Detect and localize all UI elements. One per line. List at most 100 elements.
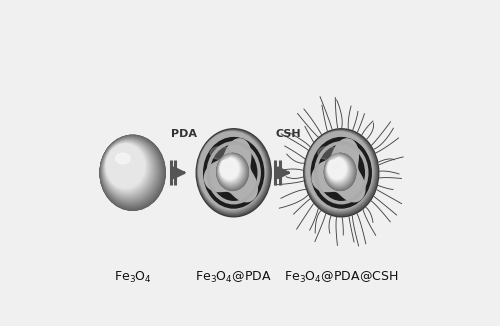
Ellipse shape (306, 131, 374, 212)
Ellipse shape (105, 142, 150, 194)
Ellipse shape (327, 156, 349, 183)
Text: Fe$_3$O$_4$: Fe$_3$O$_4$ (114, 270, 152, 285)
Ellipse shape (100, 136, 164, 209)
Ellipse shape (219, 156, 243, 184)
Ellipse shape (220, 156, 242, 183)
Ellipse shape (220, 158, 239, 180)
Ellipse shape (198, 131, 268, 214)
Ellipse shape (101, 136, 163, 208)
Ellipse shape (198, 131, 268, 213)
Ellipse shape (220, 157, 242, 183)
Ellipse shape (220, 157, 241, 182)
Ellipse shape (220, 157, 240, 181)
Ellipse shape (327, 157, 348, 182)
Ellipse shape (106, 143, 146, 190)
Ellipse shape (328, 158, 347, 180)
Ellipse shape (328, 158, 346, 179)
Ellipse shape (106, 143, 146, 190)
Ellipse shape (106, 143, 147, 191)
Ellipse shape (307, 132, 372, 209)
Ellipse shape (306, 131, 376, 214)
Ellipse shape (220, 158, 240, 180)
Ellipse shape (312, 138, 372, 208)
Ellipse shape (104, 141, 153, 197)
Text: Fe$_3$O$_4$@PDA: Fe$_3$O$_4$@PDA (195, 270, 272, 285)
Ellipse shape (328, 157, 348, 182)
Ellipse shape (103, 139, 156, 201)
Ellipse shape (325, 154, 354, 189)
Ellipse shape (198, 130, 270, 215)
Ellipse shape (306, 130, 376, 214)
Ellipse shape (116, 153, 130, 164)
Ellipse shape (104, 142, 150, 194)
Ellipse shape (102, 137, 162, 206)
Ellipse shape (198, 131, 268, 213)
Ellipse shape (102, 138, 160, 204)
Ellipse shape (104, 141, 152, 196)
Ellipse shape (326, 156, 350, 184)
Ellipse shape (306, 132, 372, 209)
Ellipse shape (220, 157, 240, 181)
Ellipse shape (219, 156, 243, 185)
Ellipse shape (100, 135, 165, 210)
Ellipse shape (106, 143, 148, 191)
Ellipse shape (105, 142, 150, 194)
Ellipse shape (220, 157, 241, 182)
Ellipse shape (198, 131, 266, 212)
Ellipse shape (198, 131, 267, 212)
Ellipse shape (103, 140, 156, 200)
Ellipse shape (326, 156, 351, 185)
Ellipse shape (218, 155, 245, 187)
Ellipse shape (326, 155, 352, 186)
Ellipse shape (326, 156, 350, 184)
Ellipse shape (326, 156, 351, 185)
Ellipse shape (106, 144, 145, 189)
Ellipse shape (102, 139, 157, 201)
Ellipse shape (218, 155, 246, 188)
Ellipse shape (198, 131, 267, 212)
Ellipse shape (306, 132, 373, 210)
Ellipse shape (326, 156, 352, 186)
Ellipse shape (106, 144, 144, 188)
Ellipse shape (106, 144, 146, 189)
Ellipse shape (199, 132, 265, 209)
Ellipse shape (328, 157, 347, 181)
Ellipse shape (328, 158, 346, 179)
Ellipse shape (218, 154, 247, 189)
Ellipse shape (100, 136, 164, 208)
Ellipse shape (326, 155, 352, 187)
Ellipse shape (106, 144, 146, 189)
Ellipse shape (324, 154, 356, 190)
Ellipse shape (199, 132, 265, 210)
Ellipse shape (217, 154, 248, 189)
Ellipse shape (105, 142, 150, 193)
Ellipse shape (326, 155, 353, 187)
Polygon shape (312, 139, 365, 202)
Ellipse shape (220, 157, 242, 183)
Ellipse shape (102, 138, 160, 204)
Ellipse shape (102, 138, 158, 203)
Ellipse shape (328, 157, 348, 182)
Ellipse shape (199, 132, 264, 209)
Ellipse shape (326, 155, 352, 186)
Ellipse shape (198, 131, 268, 214)
Ellipse shape (327, 157, 348, 182)
Ellipse shape (104, 140, 154, 199)
Ellipse shape (198, 130, 270, 215)
Ellipse shape (306, 132, 374, 210)
Ellipse shape (198, 131, 266, 211)
Ellipse shape (305, 130, 378, 215)
Ellipse shape (326, 155, 353, 188)
Ellipse shape (327, 156, 350, 184)
Ellipse shape (103, 139, 156, 200)
Ellipse shape (305, 130, 376, 215)
Ellipse shape (328, 158, 346, 180)
Text: Fe$_3$O$_4$@PDA@CSH: Fe$_3$O$_4$@PDA@CSH (284, 270, 399, 285)
Ellipse shape (305, 130, 377, 215)
Ellipse shape (106, 142, 148, 192)
Ellipse shape (328, 157, 347, 181)
Ellipse shape (198, 131, 268, 213)
Ellipse shape (219, 156, 242, 184)
Ellipse shape (326, 155, 352, 186)
Polygon shape (204, 139, 258, 202)
